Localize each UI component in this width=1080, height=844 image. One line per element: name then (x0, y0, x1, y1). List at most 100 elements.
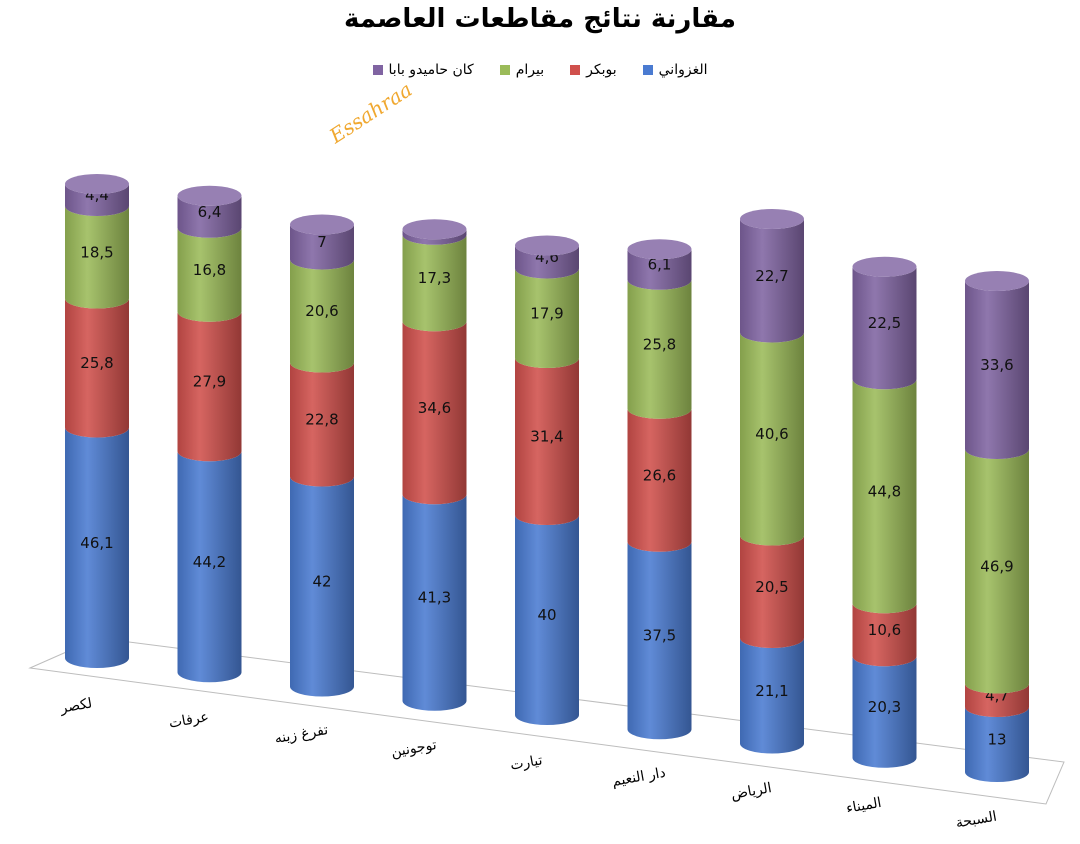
data-label: 26,6 (643, 466, 676, 484)
legend-label: بوبكر (586, 62, 617, 78)
data-label: 18,5 (80, 243, 113, 261)
chart-title: مقارنة نتائج مقاطعات العاصمة (344, 4, 736, 34)
data-label: 20,6 (305, 302, 338, 320)
data-label: 6,1 (648, 256, 672, 274)
bar-segment (65, 427, 129, 668)
bar-segment (965, 281, 1029, 459)
data-label: 20,3 (868, 698, 901, 716)
bar-segment (515, 268, 579, 368)
bar-segment (290, 224, 354, 270)
data-label: 41,3 (418, 589, 451, 607)
cylinder-stack: 20,3 10,6 44,8 22,5 (852, 256, 917, 768)
bar-segment (740, 638, 804, 754)
category-label: دار النعيم (611, 765, 667, 790)
legend-swatch (499, 65, 510, 75)
cylinder-cap (965, 271, 1029, 291)
category-label: الرياض (730, 780, 773, 803)
category-label: السبحة (955, 809, 999, 832)
data-label: 44,2 (193, 553, 226, 571)
bar-segment (402, 229, 467, 245)
bar-segment (290, 259, 354, 373)
legend-label: بيرام (515, 62, 545, 78)
cylinder-cap (627, 239, 692, 260)
data-label: 33,6 (980, 356, 1013, 374)
cylinder-cap (515, 235, 579, 256)
data-label: 21,1 (755, 682, 788, 700)
data-label: 16,8 (193, 261, 226, 279)
bar-segment (740, 219, 804, 343)
bar-segment (627, 279, 692, 419)
bar-segment (852, 603, 917, 667)
category-label: الميناء (845, 795, 883, 817)
bar-segment (402, 321, 467, 505)
data-label: 46,9 (980, 557, 1013, 575)
legend: الغزواني بوبكر بيرام كان حاميدو بابا (0, 62, 1080, 78)
cylinder-cap (290, 214, 354, 235)
legend-swatch (570, 65, 581, 75)
data-label: 17,3 (418, 269, 451, 287)
cylinder-stack: 42 22,8 20,6 7 (290, 214, 354, 697)
cylinder-stack: 21,1 20,5 40,6 22,7 (740, 209, 804, 754)
data-label: 27,9 (193, 373, 226, 391)
bar-segment (852, 379, 917, 614)
cylinder-stack: 44,2 27,9 16,8 6,4 (177, 185, 242, 683)
cylinder-stack: 41,334,617,31,1 (402, 219, 467, 711)
category-label: عرفات (168, 709, 210, 732)
data-label: 34,6 (418, 399, 451, 417)
data-label: 6,4 (198, 203, 222, 221)
data-label: 25,8 (80, 354, 113, 372)
category-label: تفرغ زينه (273, 722, 329, 747)
bar-segment (177, 311, 242, 462)
data-label: 25,8 (643, 335, 676, 353)
data-label: 22,5 (868, 314, 901, 332)
legend-item: كان حاميدو بابا (372, 62, 474, 78)
data-label: 22,8 (305, 411, 338, 429)
cylinder-stack: 134,746,933,6 (965, 271, 1029, 782)
category-label: تيارت (509, 752, 544, 773)
bar-segment (965, 449, 1029, 694)
data-label: 44,8 (868, 482, 901, 500)
data-label: 10,6 (868, 621, 901, 639)
legend-item: بوبكر (570, 62, 617, 78)
data-label: 17,9 (530, 304, 563, 322)
bar-segment (65, 184, 129, 216)
cylinder-cap (740, 209, 804, 229)
bar-segment (402, 234, 467, 332)
bar-segment (965, 683, 1029, 717)
cylinder-cap (402, 219, 467, 240)
legend-item: بيرام (499, 62, 545, 78)
legend-label: الغزواني (658, 62, 708, 78)
bar-segment (65, 298, 129, 438)
legend-swatch (372, 65, 383, 75)
cylinder-cap (65, 174, 129, 194)
bar-segment (515, 515, 579, 725)
bar-segment (177, 195, 242, 238)
data-label: 13 (987, 731, 1006, 749)
data-label: 31,4 (530, 428, 563, 446)
data-label: 7 (317, 233, 327, 251)
bar-segment (177, 451, 242, 683)
cylinder-cap (852, 256, 917, 277)
bar-segment (627, 541, 692, 740)
bar-segment (627, 408, 692, 552)
data-label: 42 (312, 573, 331, 591)
bar-segment (515, 245, 579, 279)
bar-segment (290, 362, 354, 487)
data-label: 20,5 (755, 578, 788, 596)
bar-segment (177, 227, 242, 322)
bar-segment (515, 358, 579, 525)
data-label: 40,6 (755, 425, 788, 443)
cylinder-stack: 46,125,818,54,4 (65, 174, 129, 668)
bar-segment (402, 494, 467, 711)
bar-segment (740, 535, 804, 648)
legend-swatch (642, 65, 653, 75)
legend-item: الغزواني (642, 62, 708, 78)
bar-segment (965, 707, 1029, 782)
category-label: لكصر (58, 695, 93, 716)
bar-segment (65, 206, 129, 309)
data-label: 22,7 (755, 267, 788, 285)
category-label: توجونين (390, 737, 438, 761)
cylinder-stack: 37,5 26,6 25,8 6,1 (627, 239, 692, 740)
